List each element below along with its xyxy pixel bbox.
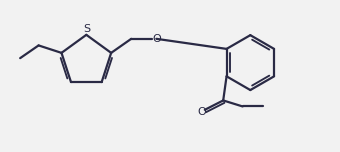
Text: O: O xyxy=(152,34,161,44)
Text: S: S xyxy=(83,24,90,34)
Text: O: O xyxy=(198,107,206,117)
